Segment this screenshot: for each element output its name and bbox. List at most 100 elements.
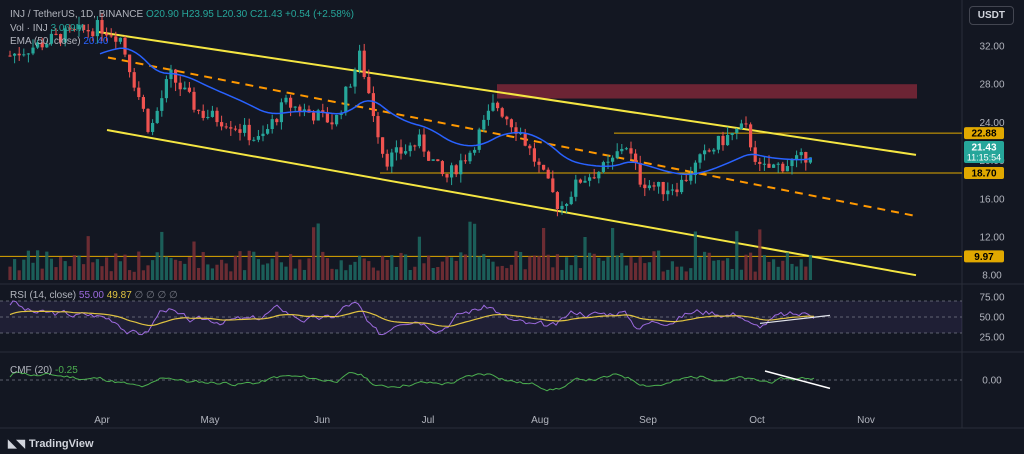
symbol-title[interactable]: INJ / TetherUS, 1D, BINANCE: [10, 9, 144, 20]
time-axis-label: Jul: [422, 415, 435, 426]
candle-body: [302, 109, 306, 112]
cmf-value: -0.25: [55, 365, 78, 376]
candle-body: [703, 150, 707, 155]
volume-bar: [615, 255, 619, 280]
volume-bar: [790, 263, 794, 280]
volume-bar: [491, 261, 495, 280]
volume-bar: [519, 251, 523, 280]
volume-bar: [560, 269, 564, 280]
candle-body: [592, 177, 596, 179]
candle-body: [197, 109, 201, 111]
candle-body: [54, 33, 58, 35]
cmf-line: [9, 371, 815, 392]
rsi-ma-line: [9, 310, 815, 327]
volume-bar: [509, 264, 513, 280]
volume-bar: [785, 252, 789, 280]
tradingview-logo-icon: ◣◥: [8, 438, 25, 450]
volume-bar: [417, 236, 421, 280]
volume-bar: [629, 256, 633, 280]
candle-body: [551, 178, 555, 193]
candle-body: [63, 28, 67, 43]
volume-bar: [45, 251, 49, 280]
volume-bar: [26, 250, 30, 280]
candle-body: [330, 122, 334, 125]
volume-label[interactable]: Vol · INJ: [10, 22, 48, 34]
volume-bar: [707, 252, 711, 280]
candle-body: [661, 181, 665, 195]
volume-bar: [574, 255, 578, 280]
volume-bar: [206, 264, 210, 280]
volume-bar: [362, 258, 366, 280]
volume-bar: [192, 241, 196, 280]
candle-body: [427, 151, 431, 161]
candle-body: [482, 119, 486, 130]
candle-body: [744, 123, 748, 125]
volume-bar: [440, 261, 444, 280]
volume-bar: [220, 259, 224, 280]
candle-body: [390, 152, 394, 167]
volume-bar: [716, 260, 720, 280]
volume-bar: [744, 254, 748, 280]
volume-bar: [661, 271, 665, 280]
volume-bar: [597, 257, 601, 280]
volume-bar: [141, 270, 145, 280]
candle-body: [164, 79, 168, 99]
candle-body: [367, 76, 371, 94]
candle-body: [141, 97, 145, 109]
price-label-box: [964, 167, 1004, 180]
volume-bar: [647, 262, 651, 280]
currency-button[interactable]: USDT: [968, 6, 1014, 25]
candle-body: [91, 31, 95, 37]
volume-bar: [767, 261, 771, 280]
volume-bar: [532, 255, 536, 280]
candle-body: [220, 122, 224, 127]
volume-bar: [201, 252, 205, 280]
volume-bar: [390, 255, 394, 280]
volume-bar: [394, 266, 398, 280]
rsi-tick-label: 75.00: [979, 293, 1004, 304]
candle-body: [408, 145, 412, 152]
candle-body: [629, 148, 633, 154]
rsi-label[interactable]: RSI (14, close): [10, 290, 77, 301]
volume-bar: [22, 259, 26, 280]
rsi-ma-value: 49.87: [106, 290, 132, 301]
volume-bar: [339, 260, 343, 280]
volume-bar: [68, 266, 72, 280]
candle-body: [422, 134, 426, 152]
volume-bar: [404, 254, 408, 280]
candle-body: [698, 154, 702, 163]
candle-body: [689, 175, 693, 181]
candle-body: [132, 72, 136, 88]
volume-bar: [772, 259, 776, 280]
candle-body: [187, 87, 191, 92]
candle-body: [643, 184, 647, 189]
candle-body: [49, 33, 53, 44]
candle-body: [519, 133, 523, 135]
candle-body: [730, 132, 734, 135]
candle-body: [758, 161, 762, 165]
cmf-label[interactable]: CMF (20): [10, 365, 53, 376]
ema-label[interactable]: EMA (50, close): [10, 36, 81, 47]
volume-bar: [17, 270, 21, 280]
price-label: 22.88: [971, 129, 996, 140]
candle-body: [252, 139, 256, 141]
tradingview-brand[interactable]: ◣◥ TradingView: [8, 437, 94, 451]
volume-bar: [197, 267, 201, 280]
candle-body: [26, 53, 30, 55]
volume-bar: [270, 258, 274, 280]
candle-body: [210, 110, 214, 117]
price-label-box: [964, 127, 1004, 140]
volume-bar: [40, 268, 44, 280]
volume-bar: [565, 257, 569, 280]
volume-bar: [160, 231, 164, 280]
volume-bar: [54, 267, 58, 280]
volume-bar: [546, 254, 550, 280]
candle-body: [647, 185, 651, 189]
price-label: 18.70: [971, 169, 996, 180]
price-tick-label: 16.00: [979, 194, 1004, 205]
volume-bar: [726, 258, 730, 280]
volume-bar: [344, 270, 348, 280]
channel-mid-line: [107, 56, 917, 217]
cmf-legend: CMF (20) -0.25: [10, 365, 78, 376]
